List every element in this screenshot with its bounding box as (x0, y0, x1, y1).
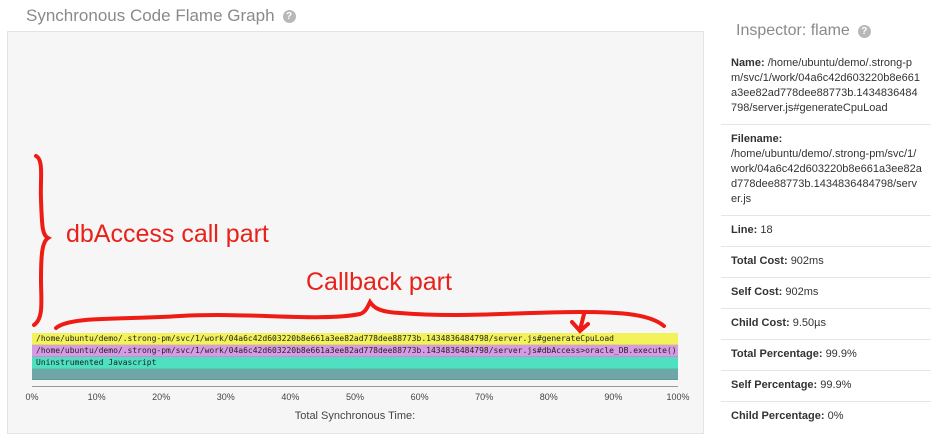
inspector-title-text: Inspector: flame (736, 22, 850, 39)
row-value: /home/ubuntu/demo/.strong-pm/svc/1/work/… (731, 148, 922, 205)
flame-frames: /home/ubuntu/demo/.strong-pm/svc/1/work/… (32, 333, 678, 380)
inspector-title: Inspector: flame ? (736, 22, 871, 40)
x-axis-tick: 80% (539, 392, 558, 402)
inspector-row-self-percentage: Self Percentage: 99.9% (721, 371, 931, 402)
inspector-row-name: Name: /home/ubuntu/demo/.strong-pm/svc/1… (721, 49, 931, 125)
help-icon[interactable]: ? (857, 24, 871, 38)
flame-frame-generate-cpu-load[interactable]: /home/ubuntu/demo/.strong-pm/svc/1/work/… (32, 333, 678, 345)
inspector-row-total-percentage: Total Percentage: 99.9% (721, 340, 931, 371)
x-axis-tick: 50% (345, 392, 365, 402)
inspector-row-child-cost: Child Cost: 9.50µs (721, 309, 931, 340)
callback-annotation: Callback part (306, 268, 452, 296)
row-value: 902ms (785, 286, 819, 298)
x-axis-tick: 60% (410, 392, 429, 402)
x-axis-tick: 70% (475, 392, 494, 402)
x-axis-tick: 10% (87, 392, 106, 402)
x-axis-tick: 30% (216, 392, 235, 402)
flame-graph-panel: /home/ubuntu/demo/.strong-pm/svc/1/work/… (7, 31, 704, 434)
flame-graph-title: Synchronous Code Flame Graph (26, 6, 275, 25)
row-value: /home/ubuntu/demo/.strong-pm/svc/1/work/… (731, 57, 920, 114)
row-key: Self Cost: (731, 286, 783, 298)
row-value: 18 (760, 224, 773, 236)
row-value: 99.9% (820, 379, 852, 391)
x-axis-tick: 100% (666, 392, 690, 402)
db-access-annotation: dbAccess call part (66, 220, 269, 248)
x-axis-title: Total Synchronous Time: (294, 410, 416, 422)
inspector-panel: Name: /home/ubuntu/demo/.strong-pm/svc/1… (721, 49, 931, 432)
inspector-row-total-cost: Total Cost: 902ms (721, 247, 931, 278)
help-icon[interactable]: ? (282, 9, 296, 23)
row-key: Child Cost: (731, 317, 790, 329)
x-axis-tick: 0% (25, 392, 39, 402)
row-value: 0% (827, 410, 844, 422)
inspector-row-child-percentage: Child Percentage: 0% (721, 402, 931, 432)
inspector-row-filename: Filename: /home/ubuntu/demo/.strong-pm/s… (721, 125, 931, 216)
x-axis-line (32, 386, 678, 387)
inspector-row-self-cost: Self Cost: 902ms (721, 278, 931, 309)
x-axis-tick: 90% (604, 392, 623, 402)
x-axis-tick: 20% (152, 392, 171, 402)
inspector-row-line: Line: 18 (721, 216, 931, 247)
row-key: Child Percentage: (731, 410, 825, 422)
x-axis-tick: 40% (281, 392, 300, 402)
row-value: 99.9% (825, 348, 857, 360)
row-value: 902ms (790, 255, 824, 267)
flame-frame-uninstrumented[interactable]: Uninstrumented Javascript (32, 357, 678, 369)
row-key: Total Cost: (731, 255, 788, 267)
flame-frame-db-access[interactable]: /home/ubuntu/demo/.strong-pm/svc/1/work/… (32, 345, 678, 357)
flame-frame-root[interactable] (32, 369, 678, 380)
row-key: Total Percentage: (731, 348, 823, 360)
row-key: Filename: (731, 133, 783, 145)
row-key: Name: (731, 57, 765, 69)
row-key: Line: (731, 224, 758, 236)
row-key: Self Percentage: (731, 379, 818, 391)
row-value: 9.50µs (792, 317, 826, 329)
page-title: Synchronous Code Flame Graph ? (26, 6, 296, 26)
